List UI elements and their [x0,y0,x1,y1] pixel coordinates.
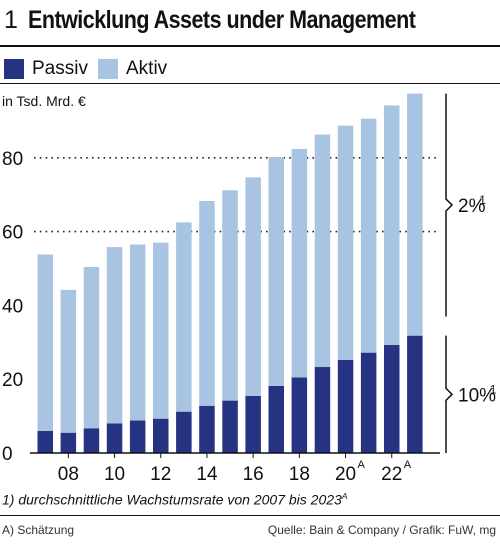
legend-swatch-passiv [4,59,24,79]
x-tick-label-18: 18 [289,464,310,485]
bar-aktiv-2007 [37,254,53,431]
bar-passiv-2008 [60,432,77,453]
bar-aktiv-2023 [407,93,423,336]
bar-aktiv-2013 [176,222,192,412]
legend-rule [0,83,500,84]
y-tick-label-60: 60 [2,223,23,244]
footer-rule [0,515,500,516]
y-tick-label-40: 40 [2,296,23,317]
growth-rate-mark-1: 1 [479,193,486,207]
bar-aktiv-2016 [245,177,261,396]
x-tick-label-22: 22 [381,464,402,485]
legend: Passiv Aktiv [0,52,500,84]
legend-label-aktiv: Aktiv [126,58,168,79]
bar-aktiv-2022 [384,105,400,345]
bar-passiv-2014 [199,405,215,453]
bar-aktiv-2011 [129,244,146,421]
x-tick-label-20: 20 [335,464,356,485]
footnote-mark: A [341,491,348,501]
bar-passiv-2009 [83,428,100,453]
bar-passiv-2011 [129,420,146,453]
x-tick-label-14: 14 [196,464,218,485]
x-tick-mark-22: A [404,459,412,471]
growth-bracket-2 [445,335,454,453]
bar-passiv-2010 [106,423,123,453]
bar-aktiv-2017 [268,157,284,386]
x-tick-mark-20: A [358,459,366,471]
figure-number: 1 [4,6,18,34]
bar-aktiv-2008 [60,289,77,433]
bar-passiv-2007 [37,430,53,453]
bar-aktiv-2014 [199,200,215,406]
y-tick-label-20: 20 [2,370,23,391]
bar-passiv-2021 [360,352,377,453]
y-axis-unit-label: in Tsd. Mrd. € [2,93,86,109]
y-tick-label-80: 80 [2,149,23,170]
title-rule [0,45,500,47]
bar-aktiv-2019 [314,134,331,368]
chart-title: Entwicklung Assets under Management [28,6,416,34]
footer-note: A) Schätzung [2,523,75,537]
y-tick-label-0: 0 [2,444,13,465]
x-tick-label-16: 16 [243,464,264,485]
legend-label-passiv: Passiv [32,58,88,79]
growth-rate-mark-2: 1 [490,382,497,396]
growth-bracket-1 [445,93,454,317]
bar-passiv-2022 [384,344,400,453]
x-tick-label-12: 12 [150,464,171,485]
source-credit: Quelle: Bain & Company / Grafik: FuW, mg [267,523,496,537]
bar-passiv-2013 [176,411,192,453]
x-tick-label-10: 10 [104,464,125,485]
bar-passiv-2020 [337,360,354,453]
bar-passiv-2023 [407,335,423,453]
growth-rate-label-2: 10% [458,385,496,406]
bar-aktiv-2012 [153,242,169,419]
bar-passiv-2015 [222,400,238,453]
bar-aktiv-2010 [106,247,123,424]
footnote-text: 1) durchschnittliche Wachstumsrate von 2… [2,491,342,508]
bar-passiv-2019 [314,367,331,453]
bar-passiv-2017 [268,385,284,453]
bar-aktiv-2021 [360,118,377,353]
footnote: 1) durchschnittliche Wachstumsrate von 2… [2,491,347,508]
bar-aktiv-2015 [222,190,238,401]
bar-aktiv-2018 [291,148,308,378]
title-bar: 1 Entwicklung Assets under Management [0,0,500,46]
x-tick-label-08: 08 [58,464,79,485]
bar-aktiv-2009 [83,267,100,429]
bar-passiv-2018 [291,377,308,453]
legend-swatch-aktiv [98,59,118,79]
bar-passiv-2012 [153,418,169,453]
bar-aktiv-2020 [337,125,354,361]
bar-passiv-2016 [245,395,261,453]
growth-rate-label-1: 2% [458,196,486,217]
